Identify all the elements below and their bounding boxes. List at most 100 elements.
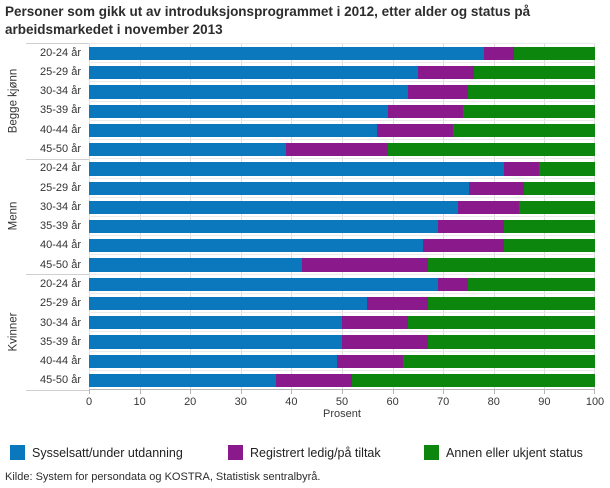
bar-row bbox=[89, 196, 595, 216]
bar-segment-sysselsatt[interactable] bbox=[89, 85, 408, 99]
x-tick-label: 20 bbox=[184, 396, 197, 408]
stacked-bar bbox=[89, 162, 595, 176]
stacked-bar bbox=[89, 85, 595, 99]
bar-segment-sysselsatt[interactable] bbox=[89, 354, 337, 368]
bar-segment-sysselsatt[interactable] bbox=[89, 181, 469, 195]
y-axis-age-label: 30-34 år bbox=[40, 316, 81, 329]
bar-row bbox=[89, 62, 595, 81]
bar-segment-annen[interactable] bbox=[524, 181, 595, 195]
axis-tick bbox=[342, 390, 343, 394]
bar-segment-ledig[interactable] bbox=[301, 258, 429, 272]
bar-segment-ledig[interactable] bbox=[422, 239, 504, 253]
y-axis-age-label: 20-24 år bbox=[40, 278, 81, 291]
bar-segment-sysselsatt[interactable] bbox=[89, 335, 342, 349]
bar-segment-ledig[interactable] bbox=[417, 66, 474, 80]
x-tick-label: 90 bbox=[538, 396, 551, 408]
bar-segment-sysselsatt[interactable] bbox=[89, 258, 302, 272]
bar-row bbox=[89, 119, 595, 139]
bar-segment-ledig[interactable] bbox=[387, 104, 464, 118]
bar-segment-sysselsatt[interactable] bbox=[89, 104, 388, 118]
bar-segment-annen[interactable] bbox=[539, 162, 595, 176]
stacked-bar bbox=[89, 316, 595, 330]
bar-segment-annen[interactable] bbox=[473, 66, 595, 80]
bar-row bbox=[89, 235, 595, 254]
bar-segment-annen[interactable] bbox=[428, 296, 595, 311]
bar-segment-ledig[interactable] bbox=[336, 354, 403, 368]
bar-segment-sysselsatt[interactable] bbox=[89, 200, 459, 214]
stacked-bar bbox=[89, 104, 595, 118]
bar-segment-ledig[interactable] bbox=[377, 123, 454, 138]
bar-segment-sysselsatt[interactable] bbox=[89, 123, 378, 138]
bar-row bbox=[89, 81, 595, 100]
bar-segment-ledig[interactable] bbox=[407, 85, 469, 99]
bar-segment-ledig[interactable] bbox=[342, 316, 408, 330]
bar-segment-annen[interactable] bbox=[407, 316, 595, 330]
bar-segment-ledig[interactable] bbox=[286, 143, 388, 157]
age-labels: 20-24 år 25-29 år 30-34 år 35-39 år 40-44 år… bbox=[26, 43, 86, 390]
bar-segment-sysselsatt[interactable] bbox=[89, 66, 418, 80]
group-separator bbox=[26, 274, 89, 276]
bar-segment-sysselsatt[interactable] bbox=[89, 162, 504, 176]
bar-segment-annen[interactable] bbox=[428, 335, 595, 349]
bar-segment-annen[interactable] bbox=[468, 277, 595, 291]
bar-segment-annen[interactable] bbox=[453, 123, 595, 138]
bar-segment-ledig[interactable] bbox=[458, 200, 520, 214]
axis-tick bbox=[544, 390, 546, 394]
legend-item-ledig[interactable]: Registrert ledig/på tiltak bbox=[228, 445, 381, 460]
bar-segment-ledig[interactable] bbox=[438, 219, 504, 234]
bar-row bbox=[89, 139, 595, 158]
bar-segment-sysselsatt[interactable] bbox=[89, 239, 423, 253]
legend-label: Registrert ledig/på tiltak bbox=[250, 445, 381, 460]
stacked-bar bbox=[89, 354, 595, 368]
bar-segment-annen[interactable] bbox=[463, 104, 595, 118]
bar-segment-annen[interactable] bbox=[503, 219, 595, 234]
bar-row bbox=[89, 292, 595, 312]
bar-segment-annen[interactable] bbox=[503, 239, 595, 253]
bar-segment-sysselsatt[interactable] bbox=[89, 373, 277, 387]
bar-row bbox=[89, 254, 595, 273]
bar-row bbox=[89, 100, 595, 120]
legend-label: Sysselsatt/under utdanning bbox=[32, 445, 183, 460]
bar-segment-annen[interactable] bbox=[352, 373, 595, 387]
bar-segment-ledig[interactable] bbox=[483, 47, 515, 61]
x-axis: 0 10 20 30 40 50 60 70 80 90 100 bbox=[86, 390, 604, 412]
bar-segment-annen[interactable] bbox=[468, 85, 595, 99]
bar-segment-sysselsatt[interactable] bbox=[89, 219, 439, 234]
x-tick-label: 80 bbox=[487, 396, 500, 408]
legend-item-sysselsatt[interactable]: Sysselsatt/under utdanning bbox=[10, 445, 183, 460]
y-axis-age-label: 25-29 år bbox=[40, 65, 81, 78]
bar-segment-annen[interactable] bbox=[519, 200, 595, 214]
bar-segment-ledig[interactable] bbox=[276, 373, 353, 387]
bar-segment-sysselsatt[interactable] bbox=[89, 296, 368, 311]
stacked-bar bbox=[89, 66, 595, 80]
legend-item-annen[interactable]: Annen eller ukjent status bbox=[424, 445, 583, 460]
stacked-bar bbox=[89, 258, 595, 272]
y-axis-age-label: 45-50 år bbox=[40, 143, 81, 156]
bar-row bbox=[89, 350, 595, 370]
bar-segment-sysselsatt[interactable] bbox=[89, 143, 287, 157]
bar-segment-ledig[interactable] bbox=[438, 277, 469, 291]
bar-segment-annen[interactable] bbox=[428, 258, 595, 272]
bar-segment-ledig[interactable] bbox=[342, 335, 429, 349]
bar-segment-annen[interactable] bbox=[387, 143, 595, 157]
bar-segment-annen[interactable] bbox=[514, 47, 595, 61]
bar-row bbox=[89, 312, 595, 331]
y-axis-age-label: 25-29 år bbox=[40, 297, 81, 310]
bar-segment-ledig[interactable] bbox=[367, 296, 429, 311]
chart-title: Personer som gikk ut av introduksjonspro… bbox=[5, 4, 531, 37]
legend-label: Annen eller ukjent status bbox=[446, 445, 583, 460]
bar-segment-sysselsatt[interactable] bbox=[89, 47, 484, 61]
axis-tick bbox=[139, 390, 141, 394]
axis-tick bbox=[392, 390, 394, 394]
bar-row bbox=[89, 331, 595, 350]
bar-segment-annen[interactable] bbox=[402, 354, 595, 368]
y-axis-age-label: 20-24 år bbox=[40, 162, 81, 175]
group-separator bbox=[26, 390, 89, 391]
bar-segment-ledig[interactable] bbox=[468, 181, 525, 195]
bar-segment-sysselsatt[interactable] bbox=[89, 316, 342, 330]
bar-segment-sysselsatt[interactable] bbox=[89, 277, 439, 291]
plot-area bbox=[89, 43, 595, 390]
bar-segment-ledig[interactable] bbox=[503, 162, 540, 176]
y-axis-age-label: 35-39 år bbox=[40, 220, 81, 233]
x-tick-label: 50 bbox=[335, 396, 349, 408]
